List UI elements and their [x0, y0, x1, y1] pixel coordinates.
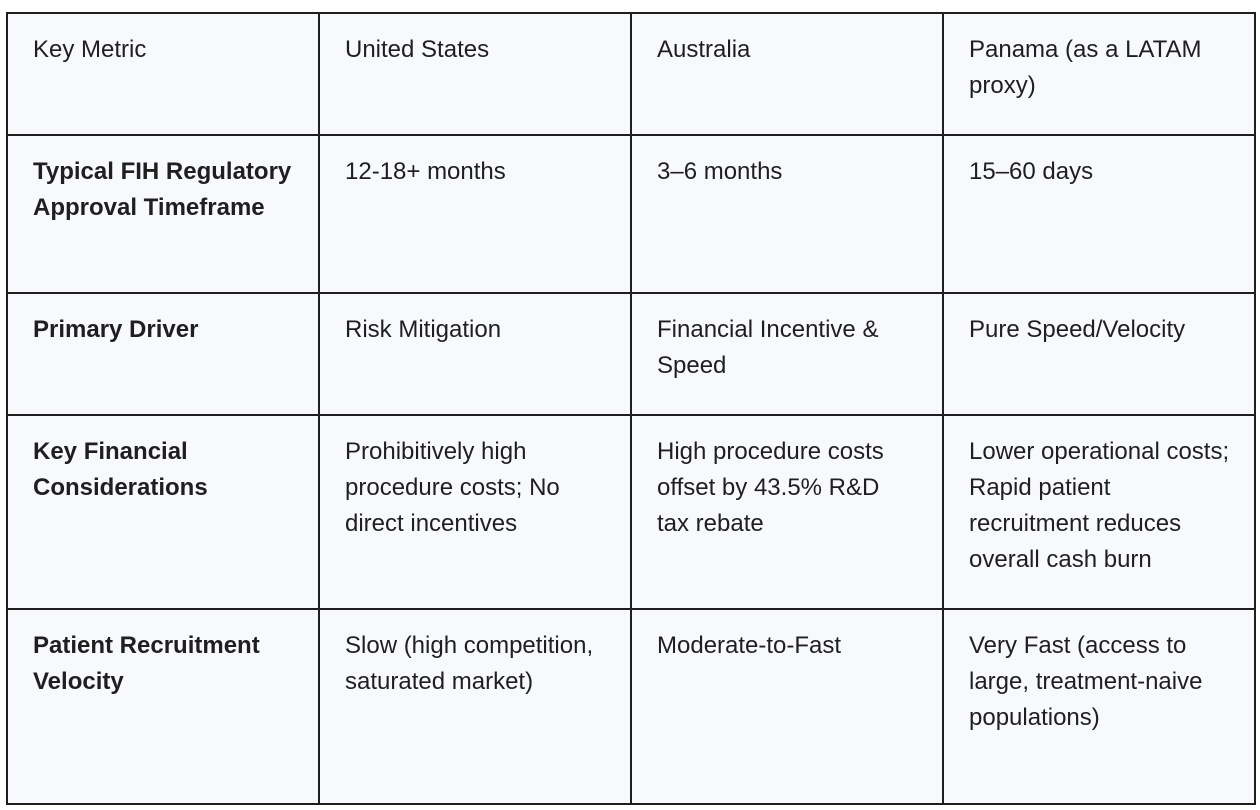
table-cell: Risk Mitigation	[318, 292, 632, 416]
table-cell: Pure Speed/Velocity	[942, 292, 1256, 416]
table-cell: 12-18+ months	[318, 134, 632, 294]
table-cell: High procedure costs offset by 43.5% R&D…	[630, 414, 944, 610]
comparison-table-container: Key Metric United States Australia Panam…	[6, 12, 1256, 805]
row-metric-label: Patient Recruitment Velocity	[6, 608, 320, 805]
table-cell: Financial Incentive & Speed	[630, 292, 944, 416]
header-australia: Australia	[630, 12, 944, 136]
row-metric-label: Typical FIH Regulatory Approval Timefram…	[6, 134, 320, 294]
table-row: Patient Recruitment Velocity Slow (high …	[6, 608, 1256, 805]
table-cell: Slow (high competition, saturated market…	[318, 608, 632, 805]
table-row: Typical FIH Regulatory Approval Timefram…	[6, 134, 1256, 294]
table-cell: Very Fast (access to large, treatment-na…	[942, 608, 1256, 805]
table-cell: 3–6 months	[630, 134, 944, 294]
header-united-states: United States	[318, 12, 632, 136]
table-row: Key Financial Considerations Prohibitive…	[6, 414, 1256, 610]
comparison-table: Key Metric United States Australia Panam…	[6, 12, 1256, 805]
table-cell: 15–60 days	[942, 134, 1256, 294]
table-header-row: Key Metric United States Australia Panam…	[6, 12, 1256, 136]
row-metric-label: Key Financial Considerations	[6, 414, 320, 610]
header-key-metric: Key Metric	[6, 12, 320, 136]
row-metric-label: Primary Driver	[6, 292, 320, 416]
table-cell: Moderate-to-Fast	[630, 608, 944, 805]
table-cell: Lower operational costs; Rapid patient r…	[942, 414, 1256, 610]
header-panama: Panama (as a LATAM proxy)	[942, 12, 1256, 136]
table-row: Primary Driver Risk Mitigation Financial…	[6, 292, 1256, 416]
table-cell: Prohibitively high procedure costs; No d…	[318, 414, 632, 610]
